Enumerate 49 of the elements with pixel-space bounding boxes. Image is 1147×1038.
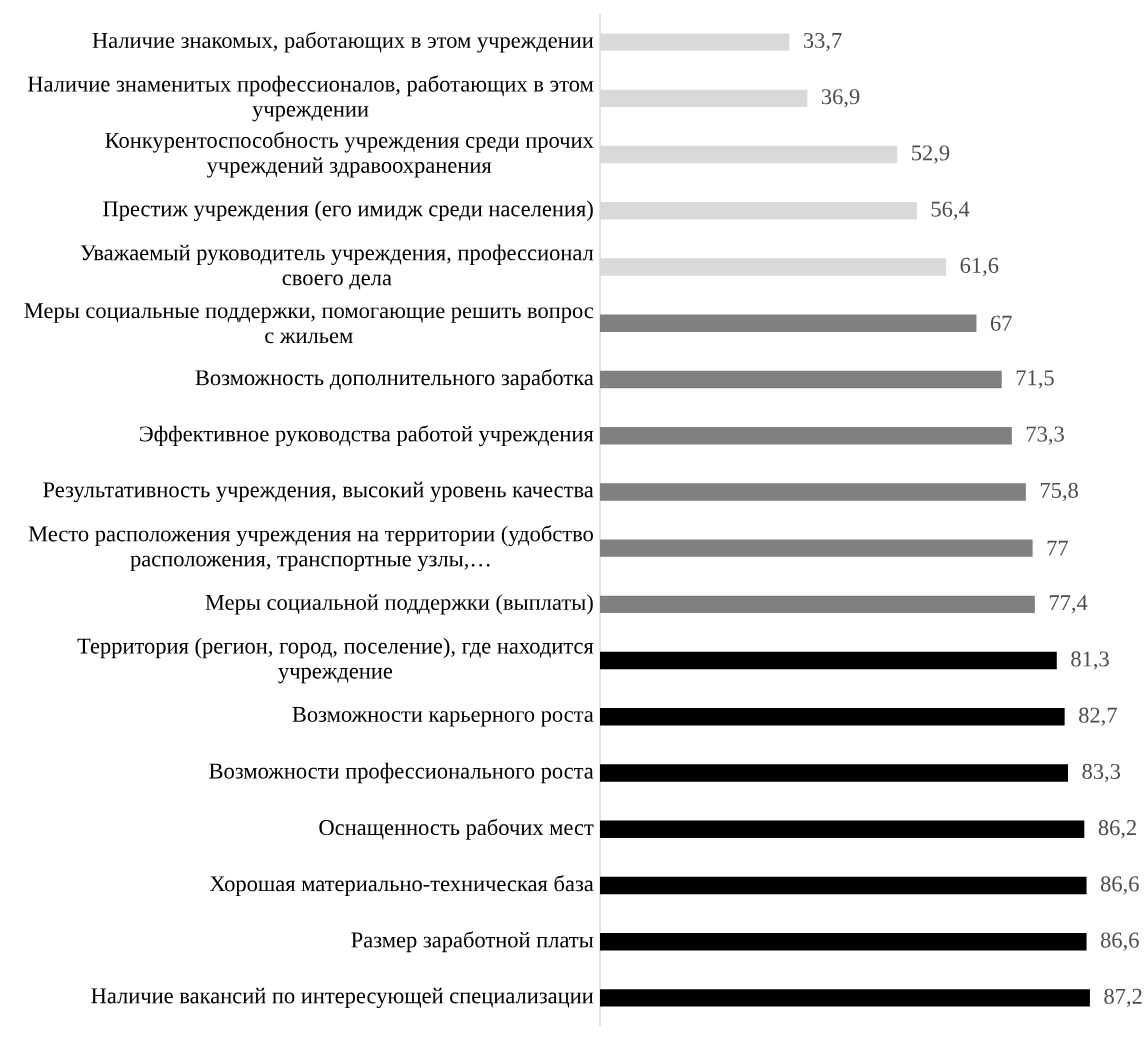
bar <box>600 426 1012 445</box>
bar <box>600 370 1002 389</box>
data-label: 86,2 <box>1098 820 1136 839</box>
y-tick-label: Размер заработной платы <box>351 931 594 953</box>
y-tick-label: Возможность дополнительного заработка <box>195 369 594 390</box>
y-tick-label: Наличие знакомых, работающих в этом учреждении <box>92 31 594 53</box>
y-tick-label: Наличие знаменитых профессионалов, работающих в этом учреждении <box>27 75 594 122</box>
bar <box>600 651 1057 670</box>
bar <box>600 539 1033 557</box>
y-tick-label: Наличие вакансий по интересующей специализации <box>91 987 594 1009</box>
y-tick-label: Меры социальные поддержки, помогающие решить вопрос с жильем <box>24 303 594 344</box>
bar <box>600 820 1085 838</box>
data-label: 87,2 <box>1104 988 1142 1008</box>
data-label: 77,4 <box>1049 595 1088 614</box>
y-tick-label: Возможности профессионального роста <box>209 762 594 784</box>
y-tick-label: Результативность учреждения, высокий уровень качества <box>43 481 594 503</box>
y-tick-label: Меры социальной поддержки (выплаты) <box>205 594 593 615</box>
bar <box>600 595 1035 614</box>
y-tick-label: Место расположения учреждения на территории (удобство расположения, транспортные узлы,… <box>28 525 593 572</box>
data-label: 82,7 <box>1079 707 1117 726</box>
bar <box>600 314 977 332</box>
bar <box>600 876 1087 895</box>
data-label: 81,3 <box>1071 651 1109 670</box>
bar <box>600 989 1090 1007</box>
data-label: 75,8 <box>1040 482 1078 502</box>
y-tick-label: Конкурентоспособность учреждения среди прочих учреждений здравоохранения <box>105 131 594 178</box>
data-label: 73,3 <box>1026 426 1064 445</box>
data-label: 36,9 <box>821 89 860 108</box>
y-tick-label: Территория (регион, город, поселение), где находится учреждение <box>77 637 594 684</box>
bar <box>600 483 1026 501</box>
data-label: 61,6 <box>960 257 999 277</box>
data-label: 86,6 <box>1100 932 1139 951</box>
y-tick-label: Возможности карьерного роста <box>292 707 594 727</box>
data-label: 67 <box>990 315 1012 331</box>
data-label: 77 <box>1047 540 1069 556</box>
y-tick-label: Оснащенность рабочих мест <box>319 818 594 840</box>
data-label: 52,9 <box>912 145 950 164</box>
y-tick-label: Уважаемый руководитель учреждения, профессионал своего дела <box>80 244 594 290</box>
data-label: 56,4 <box>931 201 970 220</box>
bar <box>600 764 1069 782</box>
y-tick-label: Престиж учреждения (его имидж среди населения) <box>103 200 593 222</box>
bar <box>600 708 1065 726</box>
y-tick-label: Эффективное руководства работой учреждения <box>140 425 594 447</box>
data-label: 71,5 <box>1016 370 1054 389</box>
y-tick-label: Хорошая материально-техническая база <box>209 875 594 896</box>
data-label: 33,7 <box>803 32 842 52</box>
data-label: 83,3 <box>1082 763 1121 783</box>
bar <box>600 932 1087 951</box>
data-label: 86,6 <box>1100 876 1139 895</box>
